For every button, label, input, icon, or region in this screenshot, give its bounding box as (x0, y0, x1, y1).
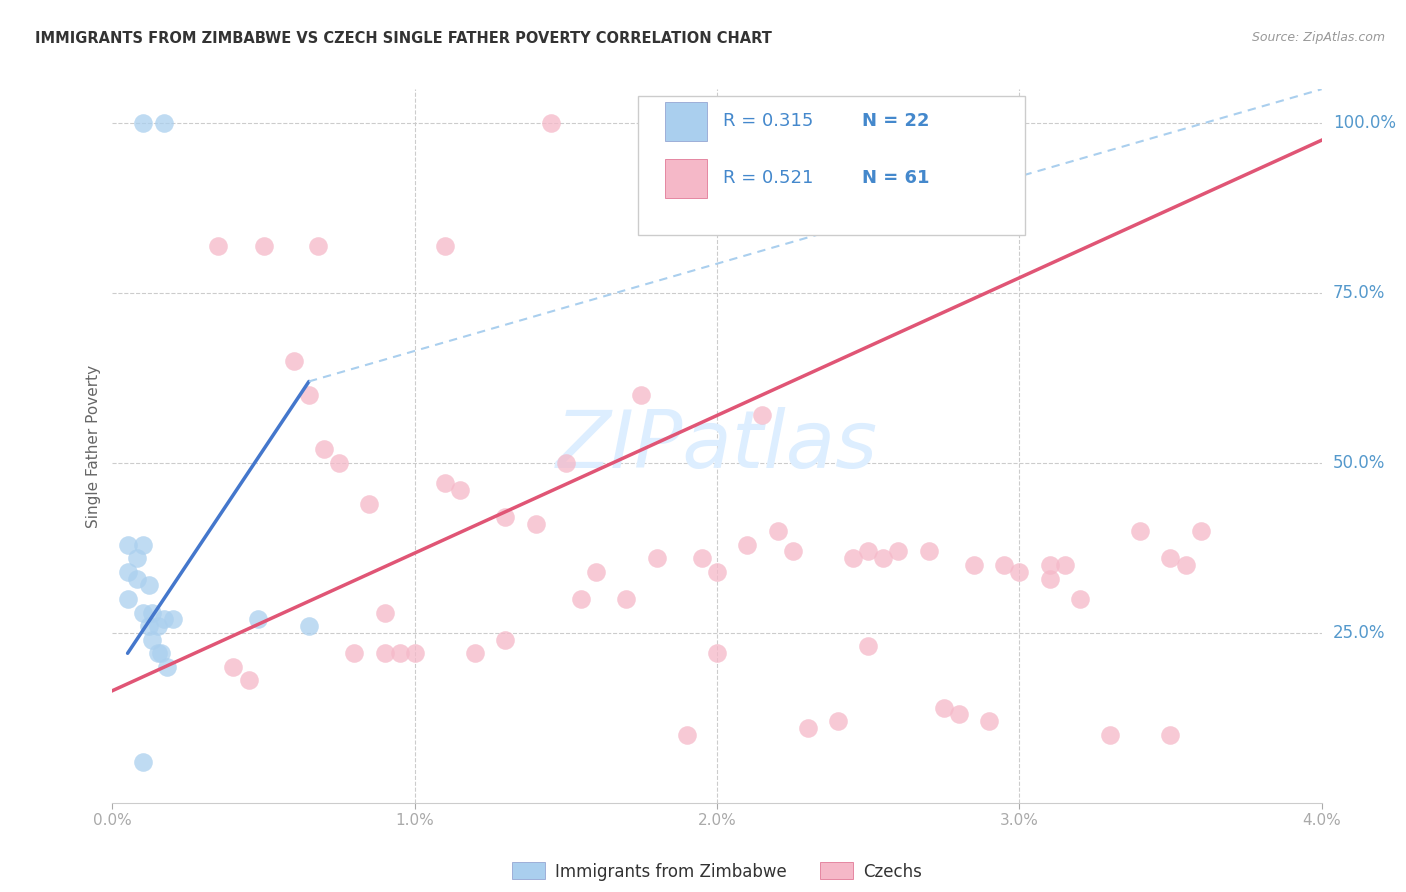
Point (540, 116, 562, 130)
Text: 50.0%: 50.0% (1333, 454, 1385, 472)
Point (630, 388, 652, 402)
Point (464, 646, 486, 660)
Point (146, 646, 169, 660)
Text: 75.0%: 75.0% (1333, 284, 1385, 302)
Point (1129, 524, 1152, 538)
Text: N = 61: N = 61 (862, 169, 929, 187)
Point (782, 544, 804, 558)
Point (1189, 524, 1212, 538)
Point (645, 551, 668, 566)
Point (979, 714, 1001, 729)
Point (222, 660, 245, 674)
Point (706, 646, 728, 660)
Point (872, 551, 894, 566)
FancyBboxPatch shape (665, 102, 707, 141)
Point (737, 537, 759, 551)
Point (495, 510, 517, 524)
Point (585, 565, 607, 579)
Text: IMMIGRANTS FROM ZIMBABWE VS CZECH SINGLE FATHER POVERTY CORRELATION CHART: IMMIGRANTS FROM ZIMBABWE VS CZECH SINGLE… (35, 31, 772, 46)
Point (766, 524, 789, 538)
Point (132, 116, 155, 130)
Point (948, 707, 970, 722)
Point (1008, 565, 1031, 579)
Point (433, 238, 456, 252)
Text: Source: ZipAtlas.com: Source: ZipAtlas.com (1251, 31, 1385, 45)
Point (138, 619, 160, 633)
Point (125, 572, 148, 586)
Point (132, 755, 155, 769)
Point (307, 238, 329, 252)
Legend: Immigrants from Zimbabwe, Czechs: Immigrants from Zimbabwe, Czechs (505, 855, 929, 888)
Text: N = 22: N = 22 (862, 112, 929, 130)
Point (524, 517, 547, 532)
Point (616, 591, 638, 606)
Point (993, 558, 1015, 572)
Point (569, 591, 592, 606)
Point (153, 116, 176, 130)
Point (328, 456, 350, 470)
Point (141, 606, 163, 620)
Point (404, 646, 426, 660)
FancyBboxPatch shape (665, 159, 707, 198)
Point (359, 497, 381, 511)
Point (298, 388, 321, 402)
Point (312, 442, 335, 457)
Point (706, 565, 728, 579)
Point (1174, 558, 1197, 572)
Y-axis label: Single Father Poverty: Single Father Poverty (86, 365, 101, 527)
Point (141, 632, 163, 647)
Point (1038, 572, 1062, 586)
Point (932, 700, 955, 714)
Point (373, 646, 396, 660)
Point (963, 558, 986, 572)
Text: R = 0.521: R = 0.521 (723, 169, 814, 187)
Point (162, 612, 184, 626)
Point (1038, 558, 1062, 572)
Point (690, 551, 713, 566)
Point (343, 646, 366, 660)
Point (132, 537, 155, 551)
Point (842, 551, 865, 566)
Point (675, 728, 697, 742)
Point (238, 673, 260, 688)
Text: 100.0%: 100.0% (1333, 114, 1396, 132)
Point (246, 612, 269, 626)
Point (554, 456, 576, 470)
Point (751, 409, 773, 423)
Point (1069, 591, 1091, 606)
Point (917, 544, 939, 558)
Point (1053, 558, 1076, 572)
Point (856, 640, 880, 654)
Text: R = 0.315: R = 0.315 (723, 112, 814, 130)
Point (117, 565, 139, 579)
Point (149, 646, 172, 660)
Point (449, 483, 471, 498)
Point (125, 551, 148, 566)
Point (1159, 728, 1181, 742)
Point (207, 238, 229, 252)
Text: 25.0%: 25.0% (1333, 624, 1385, 642)
Point (1159, 551, 1181, 566)
Point (796, 721, 818, 735)
Point (132, 606, 155, 620)
Text: ZIPatlas: ZIPatlas (555, 407, 879, 485)
Point (856, 544, 880, 558)
Point (388, 646, 411, 660)
Point (298, 619, 321, 633)
Point (283, 354, 305, 368)
Point (153, 612, 176, 626)
Point (146, 619, 169, 633)
Point (373, 606, 396, 620)
Point (433, 476, 456, 491)
Point (495, 632, 517, 647)
Point (138, 578, 160, 592)
Point (827, 714, 849, 729)
Point (117, 591, 139, 606)
Point (1098, 728, 1121, 742)
Point (253, 238, 276, 252)
Point (156, 660, 179, 674)
Point (887, 544, 910, 558)
Point (117, 537, 139, 551)
FancyBboxPatch shape (638, 96, 1025, 235)
